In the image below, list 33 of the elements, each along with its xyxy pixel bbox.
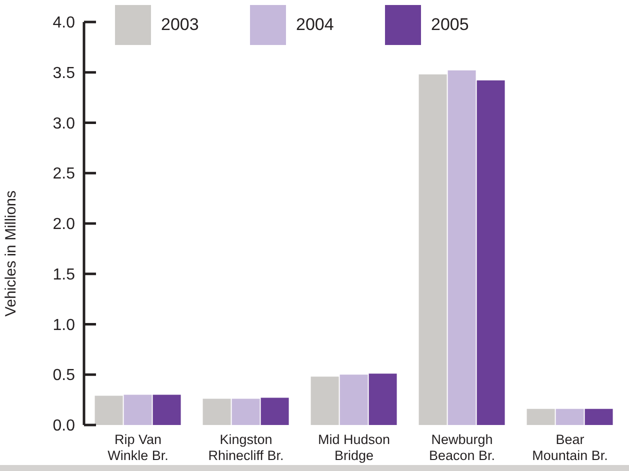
x-tick-label: Rip Van Winkle Br. — [108, 432, 168, 463]
bar — [94, 396, 123, 425]
y-tick-label: 2.5 — [52, 166, 76, 183]
y-tick-label: 3.5 — [52, 64, 76, 82]
bar — [556, 408, 584, 425]
bar — [310, 376, 339, 425]
y-tick-label: 2.0 — [52, 216, 76, 234]
x-tick-label: Kingston Rhinecliff Br. — [208, 432, 284, 463]
y-tick-label: 1.0 — [52, 316, 76, 334]
bar — [202, 398, 231, 425]
x-tick-label: Mid Hudson Bridge — [318, 432, 390, 463]
bar — [368, 374, 397, 425]
bar — [340, 374, 368, 425]
y-axis-title: Vehicles in Millions — [2, 190, 20, 316]
bar — [260, 398, 289, 425]
bar — [418, 74, 447, 425]
bar — [448, 70, 476, 425]
bar — [124, 394, 152, 425]
legend-label: 2005 — [431, 15, 469, 35]
x-tick-label: Newburgh Beacon Br. — [428, 432, 496, 463]
legend-label: 2003 — [161, 15, 199, 35]
x-tick-label: Bear Mountain Br. — [532, 432, 608, 463]
bar — [232, 398, 260, 425]
bar — [584, 408, 613, 425]
legend-label: 2004 — [296, 15, 334, 35]
bar — [476, 80, 505, 425]
bar — [152, 394, 181, 425]
y-tick-label: 0.0 — [52, 418, 76, 435]
y-tick-label: 1.5 — [52, 266, 76, 284]
bar — [526, 408, 555, 425]
y-tick-label: 4.0 — [52, 14, 76, 32]
y-tick-label: 3.0 — [52, 115, 76, 132]
y-tick-label: 0.5 — [52, 367, 76, 384]
